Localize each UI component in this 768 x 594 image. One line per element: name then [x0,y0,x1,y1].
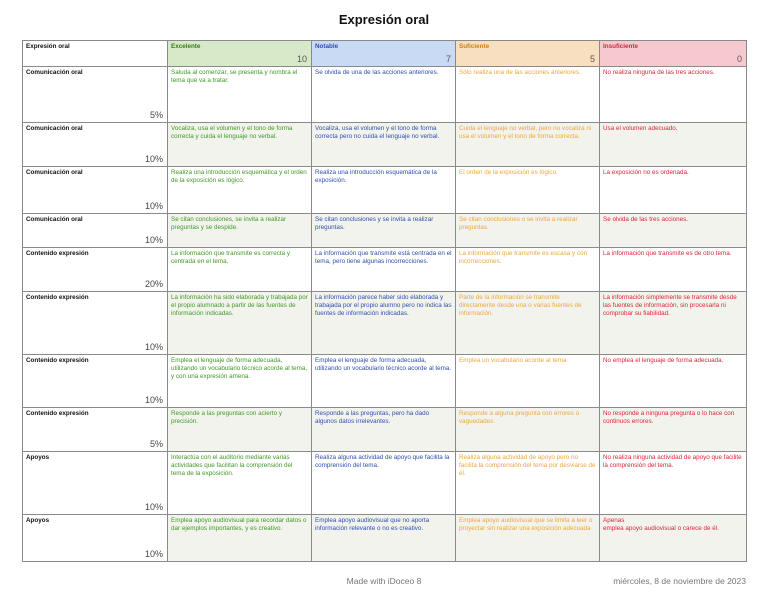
level-header-notable: Notable 7 [311,40,456,67]
criterion-weight: 20% [144,278,163,289]
criterion-label: Comunicación oral [26,69,83,76]
criterion-label: Contenido expresión [26,410,89,417]
rubric-table: Expresión oral Excelente 10 Notable 7 Su… [22,40,747,562]
criterion-weight: 10% [144,234,163,245]
descriptor-cell: Emplea un vocabulario acorde al tema [455,354,600,408]
descriptor-cell: Interactúa con el auditorio mediante var… [167,451,312,515]
criterion-label: Contenido expresión [26,294,89,301]
criterion-cell: Contenido expresión 10% [22,354,168,408]
criterion-weight: 10% [144,153,163,164]
criterion-label: Comunicación oral [26,169,83,176]
criterion-cell: Comunicación oral 10% [22,166,168,214]
level-points: 0 [736,53,742,64]
descriptor-cell: La información que transmite es escasa y… [455,247,600,292]
descriptor-cell: Saluda al comenzar, se presenta y nombra… [167,66,312,123]
rubric-row: Contenido expresión 10% La información h… [22,291,747,355]
rubric-row: Contenido expresión 5% Responde a las pr… [22,407,747,452]
descriptor-cell: Se olvida de una de las acciones anterio… [311,66,456,123]
page-title: Expresión oral [338,12,430,27]
level-name: Notable [315,43,339,50]
criterion-weight: 5% [149,109,163,120]
criterion-cell: Comunicación oral 5% [22,66,168,123]
descriptor-cell: Emplea el lenguaje de forma adecuada, ut… [167,354,312,408]
descriptor-cell: Realiza alguna actividad de apoyo que fa… [311,451,456,515]
criterion-weight: 5% [149,438,163,449]
criterion-weight: 10% [144,341,163,352]
criterion-label: Comunicación oral [26,125,83,132]
criterion-weight: 10% [144,548,163,559]
criterion-cell: Contenido expresión 20% [22,247,168,292]
descriptor-cell: Se citan conclusiones o se invita a real… [455,213,600,248]
level-points: 5 [589,53,595,64]
rubric-row: Apoyos 10% Interactúa con el auditorio m… [22,451,747,515]
descriptor-cell: Responde a las preguntas con acierto y p… [167,407,312,452]
descriptor-cell: Apenas emplea apoyo audiovisual o carece… [599,514,747,562]
criterion-cell: Contenido expresión 5% [22,407,168,452]
footer-made-with: Made with iDoceo 8 [346,576,422,586]
criterion-label: Comunicación oral [26,216,83,223]
descriptor-cell: La información simplemente se transmite … [599,291,747,355]
rubric-row: Comunicación oral 10% Vocaliza, usa el v… [22,122,747,167]
descriptor-cell: La exposición no es ordenada. [599,166,747,214]
descriptor-cell: Se citan conclusiones y se invita a real… [311,213,456,248]
descriptor-cell: Se olvida de las tres acciones. [599,213,747,248]
level-name: Insuficiente [603,43,638,50]
descriptor-cell: No responde a ninguna pregunta o lo hace… [599,407,747,452]
descriptor-cell: Parte de la información se transmite dir… [455,291,600,355]
criterion-cell: Comunicación oral 10% [22,122,168,167]
descriptor-cell: El orden de la exposición es lógico. [455,166,600,214]
footer-date: miércoles, 8 de noviembre de 2023 [613,576,746,586]
criterion-cell: Comunicación oral 10% [22,213,168,248]
criterion-weight: 10% [144,394,163,405]
descriptor-cell: Emplea apoyo audiovisual que se limita a… [455,514,600,562]
rubric-row: Comunicación oral 10% Realiza una introd… [22,166,747,214]
descriptor-cell: La información parece haber sido elabora… [311,291,456,355]
descriptor-cell: Realiza alguna actividad de apoyo pero n… [455,451,600,515]
descriptor-cell: Responde a las preguntas, pero ha dado a… [311,407,456,452]
criterion-weight: 10% [144,501,163,512]
rubric-row: Comunicación oral 10% Se citan conclusio… [22,213,747,248]
criterion-weight: 10% [144,200,163,211]
descriptor-cell: No emplea el lenguaje de forma adecuada. [599,354,747,408]
descriptor-cell: Vocaliza, usa el volumen y el tono de fo… [311,122,456,167]
criterion-cell: Apoyos 10% [22,514,168,562]
descriptor-cell: Realiza una introducción esquemática y e… [167,166,312,214]
criterion-label: Contenido expresión [26,357,89,364]
descriptor-cell: Cuida el lenguaje no verbal, pero no voc… [455,122,600,167]
level-name: Excelente [171,43,201,50]
descriptor-cell: Usa el volumen adecuado. [599,122,747,167]
descriptor-cell: Se citan conclusiones, se invita a reali… [167,213,312,248]
level-points: 10 [296,53,307,64]
descriptor-cell: Vocaliza, usa el volumen y el tono de fo… [167,122,312,167]
criterion-cell: Apoyos 10% [22,451,168,515]
criterion-label: Apoyos [26,517,50,524]
level-points: 7 [445,53,451,64]
descriptor-cell: La información ha sido elaborada y traba… [167,291,312,355]
level-header-insuficiente: Insuficiente 0 [599,40,747,67]
descriptor-cell: Emplea apoyo audiovisual que no aporta i… [311,514,456,562]
level-header-excelente: Excelente 10 [167,40,312,67]
rubric-row: Contenido expresión 10% Emplea el lengua… [22,354,747,408]
descriptor-cell: No realiza ninguna de las tres acciones. [599,66,747,123]
rubric-title: Expresión oral [22,40,168,67]
descriptor-cell: La información que transmite es correcta… [167,247,312,292]
descriptor-cell: Realiza una introducción esquemática de … [311,166,456,214]
rubric-row: Apoyos 10% Emplea apoyo audiovisual para… [22,514,747,562]
descriptor-cell: Responde a alguna pregunta con errores o… [455,407,600,452]
criterion-cell: Contenido expresión 10% [22,291,168,355]
descriptor-cell: Emplea apoyo audiovisual para recordar d… [167,514,312,562]
rubric-row: Contenido expresión 20% La información q… [22,247,747,292]
descriptor-cell: No realiza ninguna actividad de apoyo qu… [599,451,747,515]
descriptor-cell: La información que transmite está centra… [311,247,456,292]
level-header-suficiente: Suficiente 5 [455,40,600,67]
descriptor-cell: Emplea el lenguaje de forma adecuada, ut… [311,354,456,408]
level-name: Suficiente [459,43,490,50]
rubric-row: Comunicación oral 5% Saluda al comenzar,… [22,66,747,123]
criterion-label: Apoyos [26,454,50,461]
descriptor-cell: La información que transmite es de otro … [599,247,747,292]
criterion-label: Contenido expresión [26,250,89,257]
descriptor-cell: Sólo realiza una de las acciones anterio… [455,66,600,123]
